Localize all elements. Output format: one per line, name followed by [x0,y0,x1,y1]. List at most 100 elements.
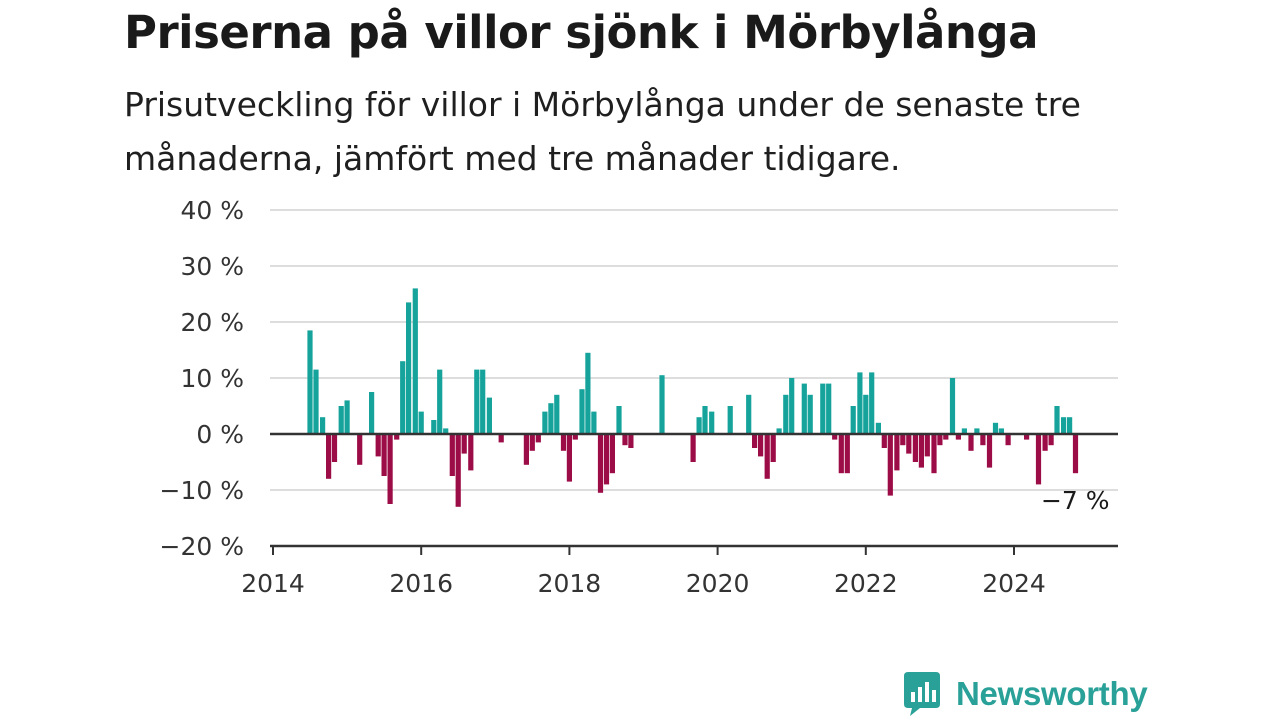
bar-negative [523,434,529,465]
bar-negative [1072,434,1079,474]
bar-positive [443,428,449,434]
x-tick-label: 2016 [389,569,453,598]
bar-positive [542,411,548,434]
bar-negative [986,434,993,468]
bar-negative [529,434,535,451]
y-tick-label: 20 % [180,308,244,337]
bar-negative [931,434,937,474]
axes [270,432,1118,555]
bar-positive [474,369,480,434]
bar-negative [394,434,400,440]
bar-positive [1061,417,1067,434]
x-tick-label: 2018 [538,569,602,598]
bar-negative [758,434,764,457]
bar-negative [622,434,628,446]
bar-negative [955,434,961,440]
bar-negative [881,434,887,448]
bar-negative [980,434,986,446]
last-value-annotation: −7 % [1041,486,1110,515]
tick-labels: 40 % 30 % 20 % 10 % 0 % −10 % −20 % 2014 2016 201… [160,196,1046,598]
bar-positive [369,392,375,434]
bar-negative [1048,434,1054,446]
bar-negative [924,434,930,457]
bar-positive [616,406,622,434]
bar-negative [900,434,906,446]
bar-negative [375,434,381,457]
bar-positive [554,394,560,434]
x-tick-label: 2020 [686,569,750,598]
bar-positive [320,417,326,434]
bar-series [307,288,1079,507]
y-tick-label: 30 % [180,252,244,281]
grid-lines [270,209,1118,491]
bar-negative [906,434,912,454]
y-tick-label: −20 % [160,532,244,561]
bar-negative [560,434,567,451]
bar-positive [949,378,956,434]
bar-positive [875,422,881,434]
bar-negative [455,434,461,507]
bar-negative [968,434,974,451]
bar-positive [696,417,702,434]
y-tick-label: 40 % [180,196,244,225]
bar-negative [894,434,900,471]
bar-negative [498,434,504,443]
x-tick-label: 2024 [982,569,1046,598]
bar-negative [449,434,455,476]
bar-negative [1005,434,1011,446]
bar-negative [918,434,924,468]
bar-negative [468,434,474,471]
bar-negative [838,434,844,474]
bar-positive [406,302,412,434]
bar-positive [746,394,752,434]
bar-positive [776,428,782,434]
bar-positive [591,411,597,434]
bar-negative [566,434,572,482]
bar-positive [431,420,437,434]
bar-positive [486,397,492,434]
chart-subtitle: Prisutveckling för villor i Mörbylånga u… [124,85,1081,178]
bar-negative [832,434,838,440]
bar-negative [937,434,943,446]
bar-negative [1035,434,1042,485]
bar-positive [307,330,313,434]
x-tick-label: 2022 [834,569,898,598]
bar-negative [461,434,467,454]
bar-positive [1067,417,1073,434]
bar-negative [752,434,758,448]
bar-negative [770,434,776,462]
bar-negative [326,434,332,479]
bar-negative [764,434,770,479]
bar-positive [659,375,665,434]
bar-negative [572,434,578,440]
bar-negative [844,434,850,474]
bar-negative [357,434,363,465]
bar-positive [1054,406,1060,434]
bar-negative [603,434,610,485]
bar-positive [400,361,406,434]
bar-positive [338,406,344,434]
bar-positive [480,369,486,434]
y-tick-label: −10 % [160,476,244,505]
bar-positive [826,383,832,434]
y-tick-label: 0 % [196,420,244,449]
x-tick-label: 2014 [241,569,305,598]
bar-negative [1024,434,1030,440]
bar-negative [912,434,918,462]
bar-negative [943,434,949,440]
bar-positive [418,411,424,434]
bar-positive [412,288,418,434]
bar-negative [609,434,615,474]
bar-positive [801,383,807,434]
bar-positive [702,406,708,434]
bar-positive [727,406,733,434]
brand-name: Newsworthy [956,675,1148,712]
bar-positive [709,411,715,434]
bar-positive [850,406,856,434]
bar-positive [961,428,967,434]
bar-positive [344,400,350,434]
bar-positive [974,428,980,434]
bar-negative [690,434,696,462]
bar-positive [548,403,554,434]
bar-positive [437,369,443,434]
